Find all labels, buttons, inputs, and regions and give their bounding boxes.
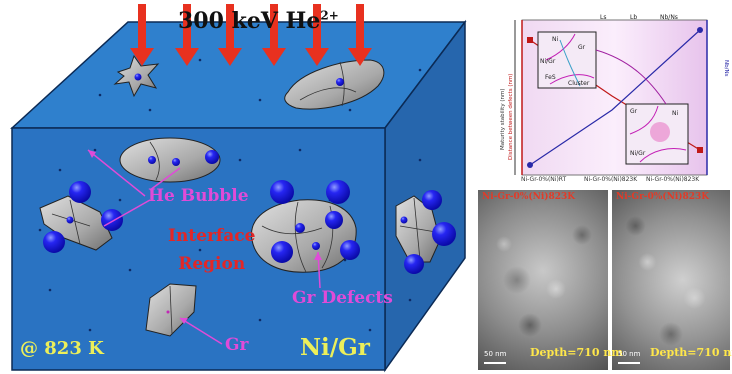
gr-defects-label: Gr Defects	[292, 288, 393, 308]
inset-label: Gr	[578, 44, 586, 51]
inset-cluster	[650, 122, 670, 142]
series-line-nb	[529, 29, 701, 166]
helium-bubble	[172, 158, 180, 166]
helium-bubble	[66, 216, 74, 224]
series-marker	[697, 27, 703, 33]
scale-label: 50 nm	[484, 350, 507, 358]
scale-bar	[618, 362, 640, 364]
tem-texture	[478, 190, 608, 370]
ellipse-particle	[119, 137, 221, 183]
helium-bubble	[205, 150, 219, 164]
legend-item-lb: Lb	[630, 14, 638, 21]
x-tick-label: Ni-Gr-0%(Ni)823K	[584, 176, 638, 183]
ion-beam-charge: 2+	[320, 8, 339, 23]
interface-region-particle	[251, 199, 357, 273]
interface-label-line1: Interface	[168, 226, 256, 246]
ion-beam-text: 300 keV He	[178, 8, 321, 34]
inset-arc	[629, 105, 687, 163]
y-axis-label-far-right: Nb/Ns	[723, 60, 729, 77]
y-axis-label-right: Distance between defects (nm)	[508, 74, 514, 160]
scale-label: 50 nm	[618, 350, 641, 358]
tem-left-title: Ni-Gr-0%(Ni)823K	[482, 192, 576, 202]
top-ellipse-particle	[284, 59, 385, 110]
y-axis-label-left: Maturity stability (nm)	[500, 89, 506, 150]
helium-bubble	[270, 180, 294, 204]
ion-beam-label: 300 keV He2+	[178, 8, 339, 34]
grain-boundary-line	[399, 197, 437, 261]
pointer-arrows	[87, 149, 321, 345]
inset-label: Ni	[552, 36, 559, 43]
inset-connector	[595, 49, 667, 105]
temperature-label: @ 823 K	[20, 338, 104, 359]
tem-right-title: Ni-Gr-0%(Ni)823K	[616, 192, 710, 202]
interface-region-label: Interface Region	[168, 222, 255, 278]
tem-image-left	[478, 190, 608, 370]
scale-bar	[484, 362, 506, 364]
interface-label-line2: Region	[178, 254, 246, 274]
helium-bubble	[69, 181, 91, 203]
gr-dot	[166, 310, 170, 314]
grain-boundary-line	[149, 141, 160, 181]
helium-bubble	[295, 223, 305, 233]
helium-bubble	[325, 211, 343, 229]
gr-label: Gr	[225, 335, 249, 355]
legend-item-ls: Ls	[600, 14, 607, 21]
tem-right-depth: Depth=710 nm	[650, 346, 732, 359]
inset-label: Cluster	[568, 80, 590, 87]
legend-item-nb: Nb/Ns	[660, 14, 678, 21]
inset-label: FeS	[545, 74, 556, 81]
helium-bubble	[422, 190, 442, 210]
helium-bubble	[336, 78, 344, 86]
grain-boundary-line	[299, 61, 357, 107]
helium-bubble	[404, 254, 424, 274]
ion-beam-arrows	[130, 4, 372, 66]
helium-bubble	[134, 73, 142, 81]
pointer-arrowheads	[88, 150, 322, 324]
inset-label: Gr	[630, 108, 638, 115]
helium-bubble	[340, 240, 360, 260]
series-marker	[697, 147, 703, 153]
tem-left-depth: Depth=710 nm	[530, 346, 623, 359]
helium-bubble	[148, 156, 156, 164]
inset-label: Ni/Gr	[540, 58, 556, 65]
series-marker	[527, 37, 533, 43]
inset-label: Ni/Gr	[630, 150, 646, 157]
x-tick-label: Ni-Gr-0%(Ni)823K	[646, 176, 700, 183]
inset-arc	[559, 39, 581, 87]
inset-label: Ni	[672, 110, 679, 117]
helium-bubble	[271, 241, 293, 263]
x-tick-label: Ni-Gr-0%(Ni)RT	[521, 176, 567, 183]
material-label: Ni/Gr	[300, 334, 370, 361]
helium-bubble	[326, 180, 350, 204]
helium-bubble	[432, 222, 456, 246]
tem-texture	[612, 190, 730, 370]
helium-bubble	[101, 209, 123, 231]
plot-inset-1	[537, 31, 597, 89]
tem-image-right	[612, 190, 730, 370]
grain-boundary-line	[169, 285, 173, 335]
series-marker	[527, 162, 533, 168]
helium-bubble	[312, 242, 320, 250]
inset-arc	[545, 33, 595, 85]
helium-bubble	[43, 231, 65, 253]
helium-bubble	[400, 216, 408, 224]
he-bubble-label: He Bubble	[148, 186, 249, 206]
